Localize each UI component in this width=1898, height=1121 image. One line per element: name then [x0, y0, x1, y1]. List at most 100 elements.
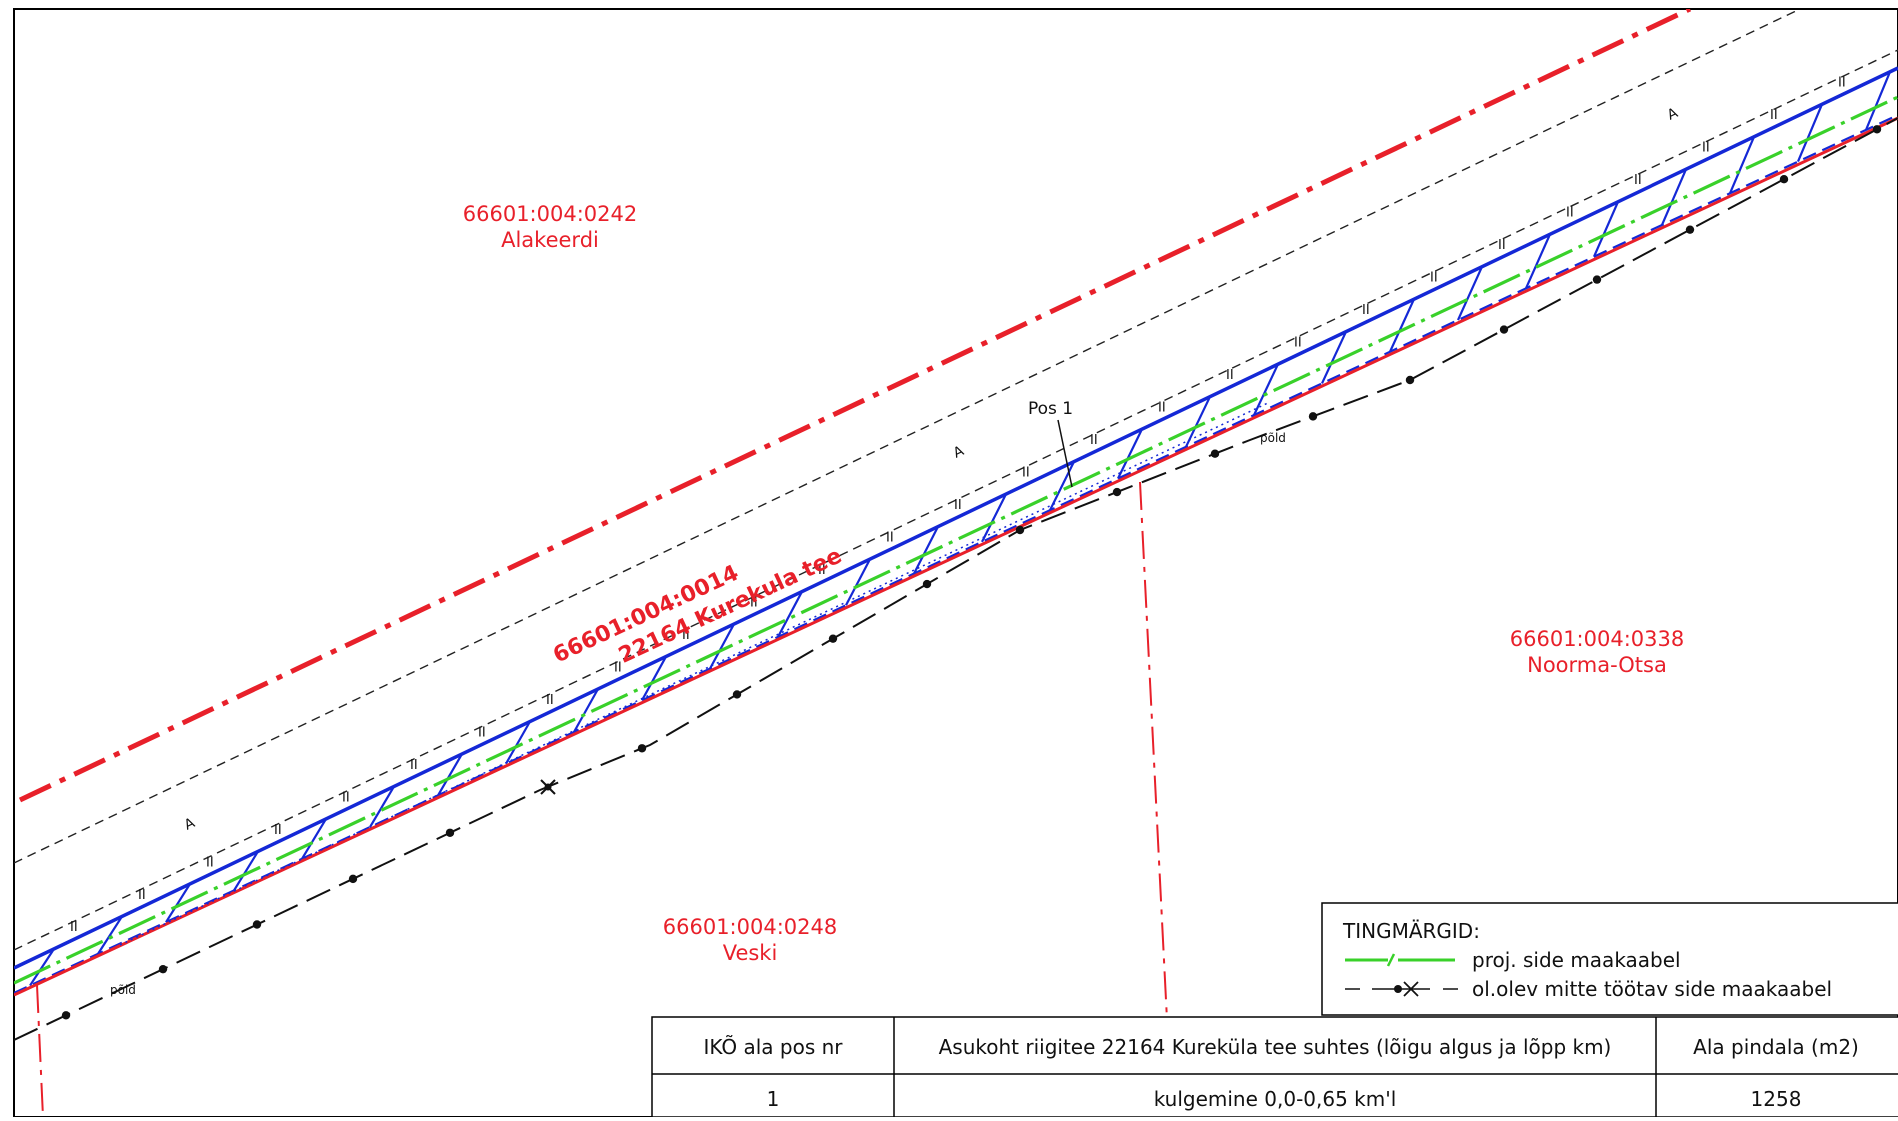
parcel-boundary-vertical-middle — [1139, 481, 1168, 1021]
cable-dot — [158, 964, 168, 974]
zone-ii-label: II — [1430, 271, 1438, 286]
cable-dot — [1685, 225, 1695, 234]
table-cell-pos: 1 — [767, 1087, 780, 1111]
legend: TINGMÄRGID: proj. side maakaabel ol.olev… — [1321, 902, 1898, 1016]
zone-ii-label: II — [1770, 108, 1778, 123]
zone-ii-label: II — [342, 790, 350, 805]
zone-ii-label: II — [206, 855, 214, 870]
field-label: põld — [110, 983, 136, 997]
hatch-stroke — [913, 526, 939, 575]
zone-ii-label: II — [478, 725, 486, 740]
zone-ii-label: II — [1566, 206, 1574, 221]
hatch-stroke — [1321, 331, 1347, 384]
zone-ii-label: II — [138, 888, 146, 903]
zone-ii-label: II — [1362, 303, 1370, 318]
zone-a-label: A — [182, 815, 198, 834]
road-label: 66601:004:0014 22164 Kurekula tee — [550, 543, 846, 668]
zone-ii-label: II — [546, 693, 554, 708]
zone-ii-label: II — [1702, 141, 1710, 156]
zone-ii-label: II — [1294, 336, 1302, 351]
zone-ii-label: II — [1158, 401, 1166, 416]
cable-dot — [1112, 487, 1122, 497]
zone-ii-label: II — [1226, 368, 1234, 383]
hatch-stroke — [369, 785, 395, 828]
zone-a-label: A — [1665, 105, 1681, 124]
table-header-pos: IKÕ ala pos nr — [703, 1035, 843, 1059]
zone-ii-label: II — [410, 758, 418, 773]
cable-dot — [348, 874, 358, 884]
table-header-location: Asukoht riigitee 22164 Kureküla tee suht… — [939, 1035, 1612, 1059]
hatch-stroke — [1660, 168, 1688, 226]
road-boundary-line — [14, 116, 1898, 997]
cable-dot — [1308, 412, 1318, 421]
cable-dot — [922, 579, 932, 589]
cable-dot — [1872, 125, 1882, 134]
hatch-stroke — [1592, 201, 1620, 258]
cable-dot — [828, 634, 838, 643]
existing-cable-dots — [61, 125, 1882, 1020]
existing-cable-line — [14, 117, 1898, 1041]
hatch-stroke — [1117, 428, 1143, 479]
parcel-name: Alakeerdi — [501, 228, 599, 252]
hatch-stroke — [1524, 233, 1552, 289]
field-label: põld — [1260, 431, 1286, 445]
hatch-stroke — [1864, 71, 1892, 131]
cable-dot — [252, 920, 262, 929]
parcel-name: Veski — [723, 941, 778, 965]
zone-ii-label: II — [1498, 238, 1506, 253]
corridor-dotted-line — [119, 401, 1271, 946]
hatch-stroke — [1388, 298, 1416, 353]
hatch-stroke — [1796, 103, 1824, 163]
legend-symbol-proj-cable — [1345, 953, 1455, 967]
hatch-stroke — [233, 850, 259, 892]
zone-ii-label: II — [70, 920, 78, 935]
cable-dot — [1779, 175, 1789, 184]
hatch-stroke — [1253, 363, 1279, 416]
parcel-code: 66601:004:0338 — [1510, 627, 1684, 651]
zone-ii-label: II — [1634, 173, 1642, 188]
legend-label-proj-cable: proj. side maakaabel — [1472, 948, 1681, 972]
hatch-stroke — [1049, 461, 1075, 511]
legend-title: TINGMÄRGID: — [1342, 919, 1480, 943]
table-cell-area: 1258 — [1751, 1087, 1802, 1111]
hatch-stroke — [845, 558, 871, 606]
road-edge-line-lower — [14, 49, 1898, 951]
zone-ii-label: II — [274, 823, 282, 838]
hatch-stroke — [573, 688, 599, 733]
position-label: Pos 1 — [1028, 399, 1073, 419]
cable-dot — [1405, 375, 1415, 385]
zone-ii-label: II — [1838, 76, 1846, 91]
hatch-stroke — [301, 818, 327, 860]
legend-label-existing-cable: ol.olev mitte töötav side maakaabel — [1472, 977, 1832, 1001]
zone-ii-label: II — [682, 628, 690, 643]
cable-dot — [1015, 525, 1025, 535]
hatch-stroke — [165, 883, 191, 923]
hatch-stroke — [437, 753, 463, 796]
hatch-stroke — [29, 948, 55, 987]
parcel-code: 66601:004:0242 — [463, 202, 637, 226]
zone-ii-label: II — [750, 595, 758, 610]
area-table-frame — [651, 1016, 1898, 1117]
zone-ii-label: II — [886, 530, 894, 545]
cable-dot — [732, 690, 742, 699]
hatch-stroke — [777, 591, 803, 638]
existing-cable — [14, 117, 1898, 1041]
zone-ii-labels: II II II II II II II II II II II II II II II II II II II II… — [70, 76, 1846, 936]
parcel-name: Noorma-Otsa — [1527, 653, 1667, 677]
zone-a-label: A — [951, 443, 967, 462]
table-cell-location: kulgemine 0,0-0,65 km'l — [1154, 1087, 1397, 1111]
parcel-code: 66601:004:0248 — [663, 915, 837, 939]
proposed-cable-line — [14, 95, 1898, 985]
zone-ii-label: II — [614, 660, 622, 675]
hatch-stroke — [505, 720, 531, 765]
cable-dot — [61, 1011, 71, 1020]
corridor-bottom-line — [14, 114, 1898, 994]
area-table: IKÕ ala pos nr Asukoht riigitee 22164 Ku… — [651, 1016, 1898, 1117]
zone-ii-label: II — [1022, 465, 1030, 480]
hatch-stroke — [641, 656, 667, 701]
cable-dot — [1499, 325, 1509, 334]
zone-ii-label: II — [1090, 433, 1098, 448]
hatch-stroke — [1185, 396, 1211, 448]
